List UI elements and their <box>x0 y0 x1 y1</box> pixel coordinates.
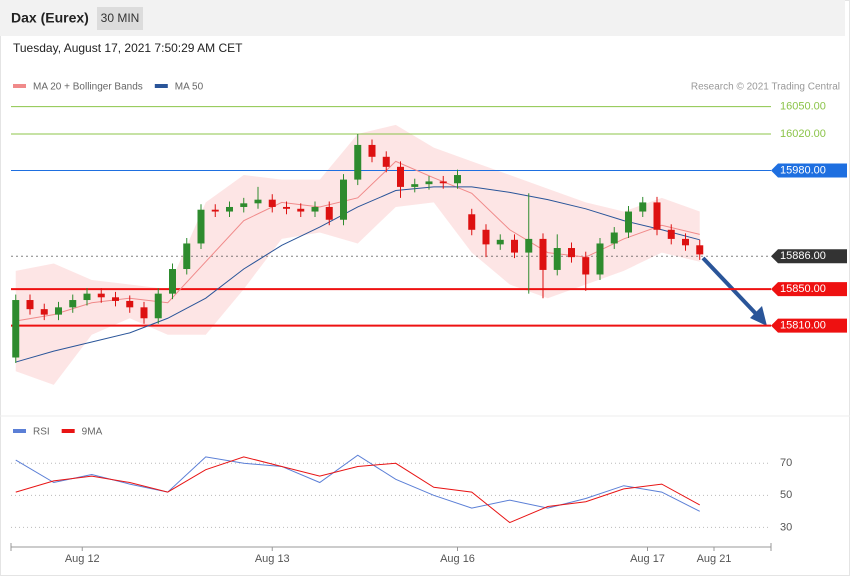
candle-body <box>69 300 77 308</box>
candle-body <box>468 214 476 230</box>
legend-swatch <box>13 84 26 88</box>
candle-body <box>639 202 647 212</box>
candle-body <box>454 175 461 184</box>
candle-body <box>610 232 618 244</box>
candle-body <box>439 181 447 184</box>
candle-body <box>112 297 119 301</box>
level-tag <box>771 163 847 178</box>
legend-swatch <box>61 429 75 433</box>
x-tick-label: Aug 13 <box>255 553 290 565</box>
candle-body <box>211 209 219 212</box>
candle-body <box>169 269 176 294</box>
candle-body <box>226 206 233 212</box>
x-tick-label: Aug 12 <box>65 553 100 565</box>
candle-body <box>140 307 148 319</box>
candle-body <box>411 184 419 187</box>
title: Dax (Eurex) <box>11 10 89 26</box>
candle-body <box>568 248 575 258</box>
date: Tuesday, August 17, 2021 7:50:29 AM CET <box>13 41 243 55</box>
legend-label: RSI <box>33 427 50 438</box>
candle-body <box>696 245 704 255</box>
x-tick-label: Aug 17 <box>630 553 665 565</box>
candle-body <box>283 206 290 209</box>
candle-body <box>482 229 490 245</box>
candle-body <box>97 293 105 298</box>
y-tick-label: 50 <box>780 489 792 501</box>
candle-body <box>197 209 205 244</box>
candle-body <box>653 202 661 230</box>
level-label: 15850.00 <box>780 283 826 295</box>
candle-body <box>539 238 547 270</box>
bollinger-band <box>15 124 700 385</box>
level-tag <box>771 318 847 333</box>
legend-label: MA 50 <box>175 82 204 93</box>
candle-body <box>154 293 162 319</box>
candle-body <box>325 206 333 220</box>
candle-body <box>625 211 632 233</box>
candle-body <box>183 243 191 270</box>
candle-body <box>240 203 248 207</box>
candle-body <box>26 300 34 310</box>
forecast-arrowhead <box>750 306 767 326</box>
candle-body <box>667 229 675 239</box>
candle-body <box>397 166 404 187</box>
forecast-arrow <box>701 256 762 320</box>
legend-swatch <box>13 429 26 433</box>
candle-body <box>254 199 262 204</box>
candle-body <box>297 208 305 212</box>
candle-body <box>311 206 319 212</box>
candle-body <box>126 300 134 308</box>
candle-body <box>83 293 91 301</box>
candle-body <box>496 239 504 245</box>
legend-swatch <box>154 84 168 88</box>
legend-label: 9MA <box>82 427 103 438</box>
level-tag <box>771 249 847 264</box>
legend-label: MA 20 + Bollinger Bands <box>33 82 143 93</box>
candle-body <box>268 199 276 207</box>
candle-body <box>12 300 20 358</box>
x-tick-label: Aug 21 <box>697 553 732 565</box>
candle-body <box>340 179 347 220</box>
candle-body <box>596 243 604 275</box>
candle-body <box>682 238 689 246</box>
candle-body <box>368 144 376 157</box>
level-label: 15886.00 <box>780 250 826 262</box>
level-label: 16050.00 <box>780 101 826 113</box>
x-tick-label: Aug 16 <box>440 553 475 565</box>
y-tick-label: 70 <box>780 457 792 469</box>
rsi-line <box>15 454 700 512</box>
level-label: 15810.00 <box>780 319 826 331</box>
level-label: 16020.00 <box>780 128 826 140</box>
candle-body <box>525 238 533 253</box>
candle-body <box>425 181 433 185</box>
candle-body <box>382 156 390 167</box>
candle-body <box>40 309 48 315</box>
candle-body <box>55 307 62 315</box>
candle-body <box>354 144 362 180</box>
rsi-line <box>15 456 700 524</box>
y-tick-label: 30 <box>780 521 792 533</box>
level-tag <box>771 282 847 297</box>
interval-box[interactable] <box>97 7 143 30</box>
credit: Research © 2021 Trading Central <box>691 82 840 93</box>
interval[interactable]: 30 MIN <box>101 11 140 25</box>
level-label: 15980.00 <box>780 164 826 176</box>
candle-body <box>582 257 590 275</box>
candle-body <box>553 248 561 270</box>
ma-line <box>15 186 700 363</box>
candle-body <box>511 239 518 253</box>
